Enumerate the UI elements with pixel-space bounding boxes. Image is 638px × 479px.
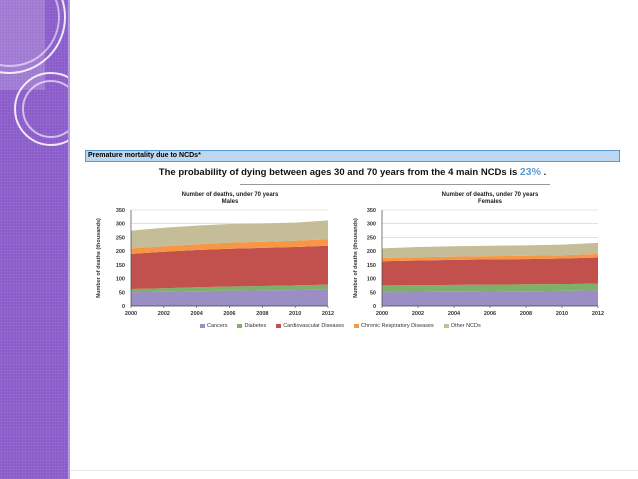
area-series [382,257,598,286]
divider [240,184,550,185]
x-tick-label: 2002 [158,311,170,317]
y-axis-label: Number of deaths (thousands) [96,218,102,298]
legend-swatch [200,324,205,328]
band-edge [68,0,70,479]
y-tick-label: 50 [119,290,125,296]
x-tick-label: 2012 [592,311,604,317]
y-tick-label: 100 [116,277,125,283]
area-series [131,289,328,306]
legend-item: Cardiovascular Diseases [276,323,344,329]
area-series [131,220,328,249]
chart-subtitle: Females [478,199,503,205]
area-series [382,253,598,262]
y-tick-label: 350 [367,208,376,214]
decorative-side-band [0,0,70,479]
x-tick-label: 2010 [556,311,568,317]
x-tick-label: 2000 [125,311,137,317]
legend-label: Cancers [207,323,228,329]
area-series [131,284,328,293]
x-tick-label: 2004 [448,311,461,317]
legend-item: Diabetes [237,323,266,329]
legend-swatch [237,324,243,328]
section-title: Premature mortality due to NCDs* [88,152,201,159]
area-series [382,283,598,293]
headline-text: The probability of dying between ages 30… [158,167,518,178]
area-series [382,290,598,306]
y-axis-label: Number of deaths (thousands) [353,218,359,298]
y-tick-label: 250 [116,235,125,241]
y-tick-label: 150 [367,263,376,269]
ring-decoration [14,72,70,146]
x-tick-label: 2010 [289,311,301,317]
area-series [382,242,598,258]
y-tick-label: 250 [367,235,376,241]
legend-label: Diabetes [244,323,267,329]
chart-title: Number of deaths, under 70 years [442,192,539,198]
legend-item: Cancers [200,323,227,329]
y-tick-label: 100 [367,277,376,283]
chart-subtitle: Males [222,199,239,205]
x-tick-label: 2006 [223,311,235,317]
chart-legend: Cancers Diabetes Cardiovascular Diseases Ch… [200,323,481,329]
legend-swatch [443,324,449,328]
legend-item: Other NCDs [443,323,481,329]
x-tick-label: 2008 [256,311,268,317]
area-series [131,239,328,254]
chart-title: Number of deaths, under 70 years [182,192,279,198]
y-tick-label: 350 [116,208,125,214]
x-tick-label: 2000 [376,311,388,317]
y-tick-label: 0 [373,304,376,310]
x-tick-label: 2012 [322,311,334,317]
ring-decoration [22,80,70,138]
legend-label: Other NCDs [450,323,481,329]
x-tick-label: 2002 [412,311,424,317]
footer-divider [70,470,638,471]
headline: The probability of dying between ages 30… [85,166,620,178]
y-tick-label: 200 [367,249,376,255]
y-tick-label: 300 [116,222,125,228]
headline-value: 23% [519,166,541,178]
x-tick-label: 2004 [191,311,204,317]
area-series [131,245,328,289]
x-tick-label: 2006 [484,311,496,317]
legend-swatch [276,324,282,328]
headline-suffix: . [543,167,547,178]
legend-label: Chronic Respiratory Diseases [361,323,434,329]
y-tick-label: 300 [367,222,376,228]
legend-label: Cardiovascular Diseases [283,323,345,329]
x-tick-label: 2008 [520,311,532,317]
y-tick-label: 50 [370,290,376,296]
legend-item: Chronic Respiratory Diseases [354,323,434,329]
y-tick-label: 200 [116,249,125,255]
y-tick-label: 0 [122,304,125,310]
legend-swatch [354,324,360,328]
section-header: Premature mortality due to NCDs* [85,150,620,162]
y-tick-label: 150 [116,263,125,269]
